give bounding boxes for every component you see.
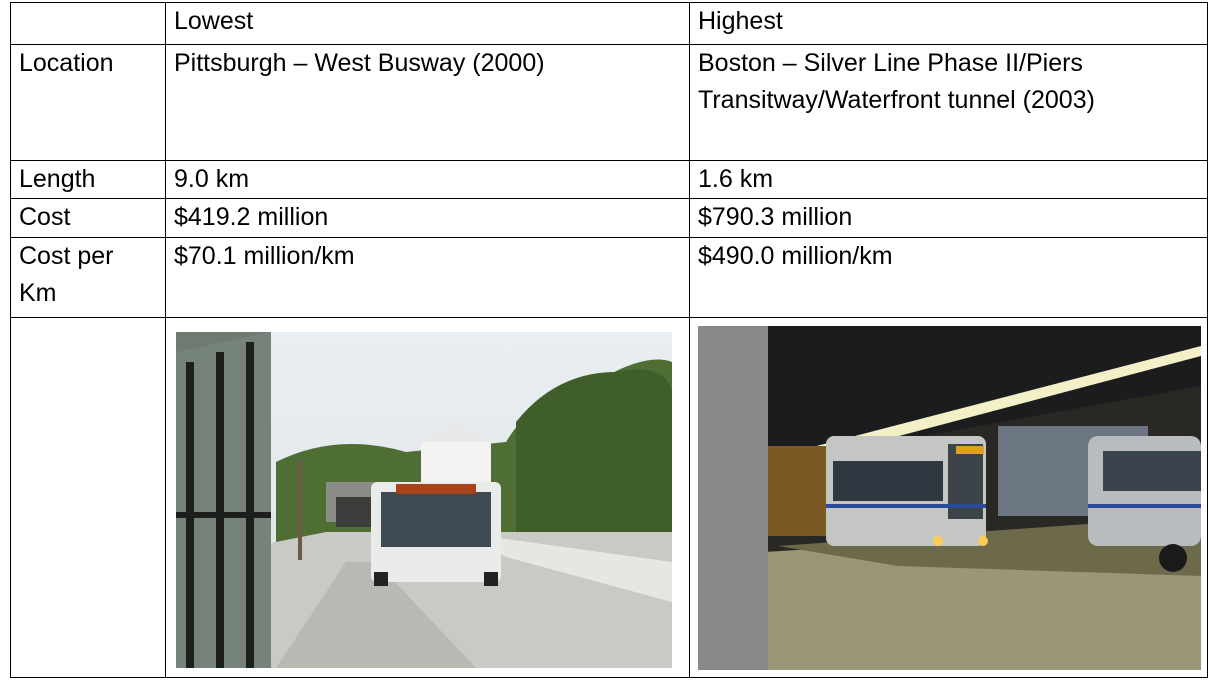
boston-photo — [698, 326, 1201, 670]
row: Cost per Km $70.1 million/km $490.0 mill… — [10, 237, 1208, 318]
row: Location Pittsburgh – West Busway (2000)… — [10, 44, 1208, 161]
cell: Boston – Silver Line Phase II/Piers Tran… — [689, 44, 1208, 161]
cell: Pittsburgh – West Busway (2000) — [165, 44, 690, 161]
cell — [10, 317, 166, 678]
cell: 1.6 km — [689, 160, 1208, 199]
row: Length 9.0 km 1.6 km — [10, 160, 1208, 199]
row-label: Location — [10, 44, 166, 161]
cell: $419.2 million — [165, 198, 690, 238]
row: Cost $419.2 million $790.3 million — [10, 198, 1208, 238]
cell — [689, 317, 1208, 678]
row-label: Length — [10, 160, 166, 199]
comparison-table: Lowest Highest Location Pittsburgh – Wes… — [10, 2, 1208, 678]
header-cell: Lowest — [165, 2, 690, 45]
image-row — [10, 317, 1208, 678]
cell: $70.1 million/km — [165, 237, 690, 318]
row-label: Cost per Km — [10, 237, 166, 318]
header-row: Lowest Highest — [10, 2, 1208, 45]
cell: 9.0 km — [165, 160, 690, 199]
cell — [165, 317, 690, 678]
header-cell — [10, 2, 166, 45]
row-label: Cost — [10, 198, 166, 238]
header-cell: Highest — [689, 2, 1208, 45]
pittsburgh-photo — [176, 332, 672, 668]
cell: $790.3 million — [689, 198, 1208, 238]
cell: $490.0 million/km — [689, 237, 1208, 318]
